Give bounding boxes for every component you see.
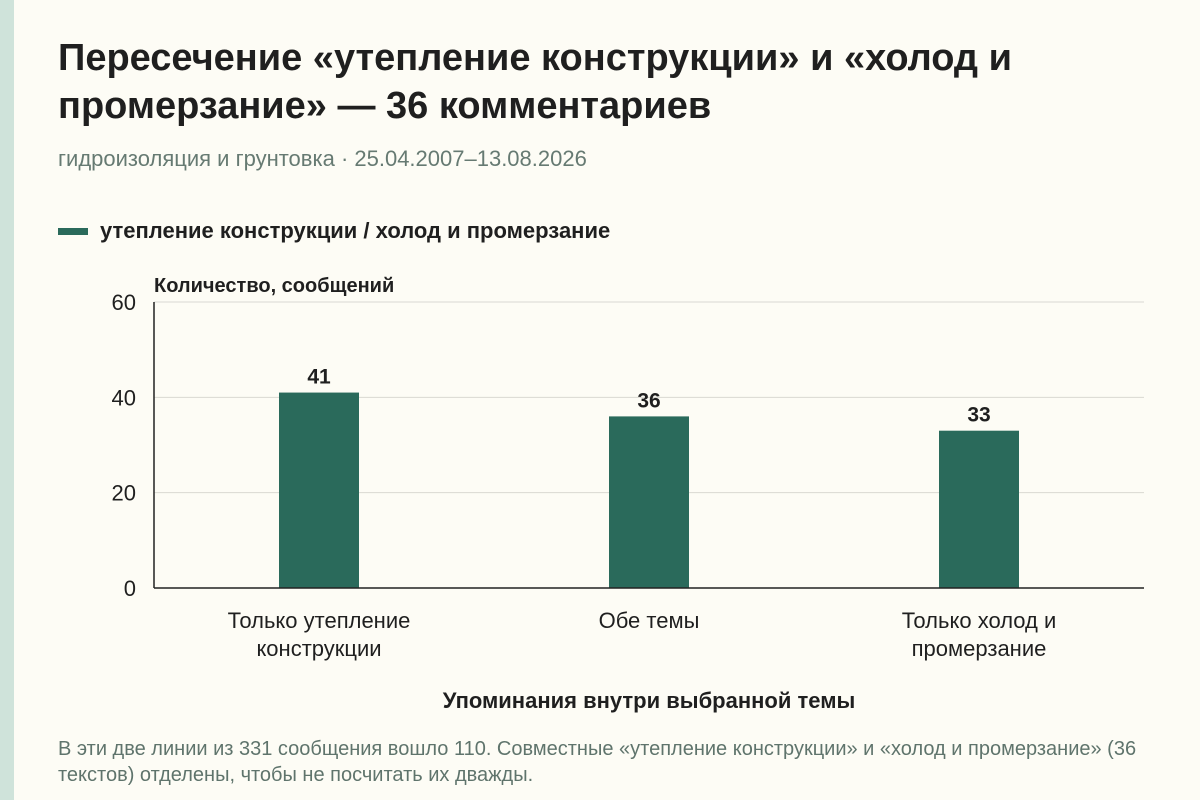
left-accent-strip: [0, 0, 14, 800]
bar-value-label: 41: [307, 366, 331, 389]
x-axis-ticks: Только утепление конструкции Обе темы Тольк…: [228, 608, 1057, 661]
y-tick-label: 40: [112, 385, 136, 410]
footnote: В эти две линии из 331 сообщения вошло 1…: [58, 738, 1137, 786]
x-axis-label: Упоминания внутри выбранной темы: [443, 688, 856, 713]
chart-subtitle: гидроизоляция и грунтовка · 25.04.2007–1…: [58, 146, 587, 171]
bars: [279, 392, 1019, 588]
y-tick-label: 60: [112, 290, 136, 315]
x-tick-label: Только утепление конструкции: [228, 608, 411, 661]
y-axis-ticks: 0 20 40 60: [112, 290, 136, 601]
y-axis-label: Количество, сообщений: [154, 275, 394, 297]
x-tick-label: Обе темы: [599, 608, 700, 633]
bar-value-labels: 41 36 33: [307, 366, 990, 427]
bar-value-label: 33: [967, 404, 990, 427]
legend-swatch: [58, 227, 88, 235]
bar: [939, 430, 1019, 588]
bar: [279, 392, 359, 588]
y-tick-label: 20: [112, 481, 136, 506]
bar: [609, 416, 689, 588]
chart-title: Пересечение «утепление конструкции» и «х…: [58, 37, 1012, 127]
legend-label: утепление конструкции / холод и промерза…: [100, 218, 611, 243]
legend: утепление конструкции / холод и промерза…: [58, 218, 610, 244]
bar-value-label: 36: [637, 389, 660, 412]
y-tick-label: 0: [124, 576, 136, 601]
bar-chart: Количество, сообщений 0 20 40 60 41 36 33 Тол…: [112, 275, 1144, 713]
x-tick-label: Только холод и промерзание: [902, 608, 1057, 661]
